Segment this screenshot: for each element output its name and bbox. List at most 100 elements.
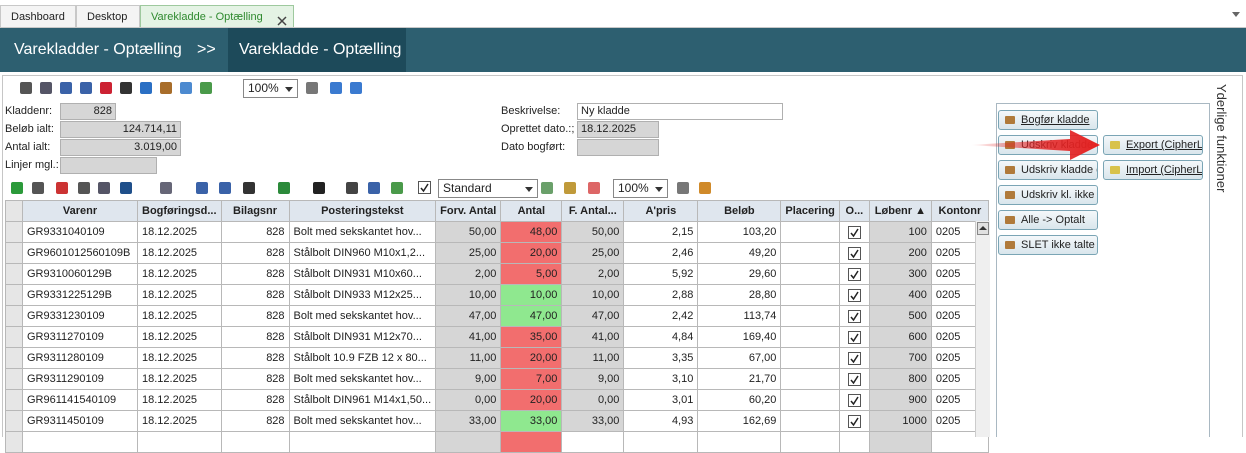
data-row[interactable]: GR9311270109 18.12.2025 828 Stålbolt DIN931…: [5, 326, 989, 348]
data-row[interactable]: GR9331040109 18.12.2025 828 Bolt med sekska…: [5, 221, 989, 243]
column-header[interactable]: Antal: [500, 200, 563, 222]
data-row[interactable]: GR9601012560109B 18.12.2025 828 Stålbolt DI…: [5, 242, 989, 264]
toolbar-icon[interactable]: [196, 182, 208, 194]
cell: [288, 431, 437, 453]
header-bar: Varekladder - Optælling >> Varekladde - …: [0, 28, 1246, 72]
tab-close[interactable]: [277, 12, 287, 26]
column-header[interactable]: A'pris: [623, 200, 699, 222]
toolbar-icon[interactable]: [80, 82, 92, 94]
side-button[interactable]: Alle -> Optalt: [998, 210, 1098, 230]
tab[interactable]: Desktop: [76, 5, 140, 27]
cell: 25,00: [435, 242, 502, 264]
column-header[interactable]: Varenr: [22, 200, 138, 222]
checkbox[interactable]: [847, 414, 861, 428]
toolbar-icon[interactable]: [219, 182, 231, 194]
checkbox[interactable]: [847, 288, 861, 302]
zoom-dropdown[interactable]: 100%: [243, 79, 298, 98]
toolbar-icon[interactable]: [120, 182, 132, 194]
toolbar-icon[interactable]: [180, 82, 192, 94]
toolbar-icon[interactable]: [200, 82, 212, 94]
column-header[interactable]: O...: [838, 200, 870, 222]
cell: [623, 431, 699, 453]
toolbar-icon[interactable]: [243, 182, 255, 194]
cell: 103,20: [697, 221, 782, 243]
toolbar-icon[interactable]: [20, 82, 32, 94]
data-row[interactable]: GR9331225129B 18.12.2025 828 Stålbolt DIN93…: [5, 284, 989, 306]
data-row[interactable]: GR9311290109 18.12.2025 828 Bolt med sekska…: [5, 368, 989, 390]
column-header[interactable]: Forv. Antal: [435, 200, 502, 222]
cell-checkbox: [838, 326, 870, 348]
cell: [838, 431, 870, 453]
toolbar-icon[interactable]: [98, 182, 110, 194]
toolbar-icon[interactable]: [40, 82, 52, 94]
toolbar-icon[interactable]: [160, 82, 172, 94]
toolbar-icon[interactable]: [588, 182, 600, 194]
checkbox[interactable]: [847, 372, 861, 386]
side-button[interactable]: SLET ikke talte li: [998, 235, 1098, 255]
checkbox[interactable]: [847, 351, 861, 365]
tab[interactable]: Dashboard: [0, 5, 76, 27]
toolbar-icon[interactable]: [278, 182, 290, 194]
checkbox[interactable]: [847, 393, 861, 407]
toolbar-icon[interactable]: [541, 182, 553, 194]
cell: 20,00: [500, 389, 563, 411]
side-button[interactable]: Udskriv kl. ikke g: [998, 185, 1098, 205]
column-header[interactable]: Placering: [780, 200, 840, 222]
toolbar-icon[interactable]: [677, 182, 689, 194]
toolbar-icon[interactable]: [306, 82, 318, 94]
tab-menu-arrow[interactable]: [1232, 12, 1240, 18]
column-header[interactable]: Bogføringsd...: [137, 200, 222, 222]
toolbar-icon[interactable]: [564, 182, 576, 194]
side-button[interactable]: Bogfør kladde: [998, 110, 1098, 130]
toolbar-icon[interactable]: [160, 182, 172, 194]
toolbar-icon[interactable]: [330, 82, 342, 94]
layout-dropdown[interactable]: Standard: [438, 179, 538, 198]
grid-zoom-dropdown[interactable]: 100%: [613, 179, 668, 198]
cell: 169,40: [697, 326, 782, 348]
checkbox[interactable]: [847, 246, 861, 260]
toolbar-icon[interactable]: [11, 182, 23, 194]
side-button[interactable]: Export (CipherLa: [1103, 135, 1203, 155]
side-button[interactable]: Udskriv kladde g: [998, 160, 1098, 180]
toolbar-checkbox[interactable]: [418, 181, 431, 194]
toolbar-icon[interactable]: [313, 182, 325, 194]
data-row[interactable]: GR9310060129B 18.12.2025 828 Stålbolt DIN93…: [5, 263, 989, 285]
column-header[interactable]: Posteringstekst: [288, 200, 437, 222]
checkbox[interactable]: [847, 267, 861, 281]
side-button[interactable]: Import (CipherLa: [1103, 160, 1203, 180]
column-header[interactable]: Kontonr: [930, 200, 989, 222]
toolbar-icon[interactable]: [120, 82, 132, 94]
toolbar-icon[interactable]: [56, 182, 68, 194]
field-value: 18.12.2025: [577, 121, 659, 138]
toolbar-icon[interactable]: [60, 82, 72, 94]
toolbar-icon[interactable]: [140, 82, 152, 94]
toolbar-icon[interactable]: [368, 182, 380, 194]
column-header[interactable]: Bilagsnr: [220, 200, 290, 222]
column-header[interactable]: Løbenr ▲: [868, 200, 932, 222]
cell: [697, 431, 782, 453]
data-row[interactable]: GR9311280109 18.12.2025 828 Stålbolt 10.9 F…: [5, 347, 989, 369]
checkbox[interactable]: [847, 225, 861, 239]
toolbar-icon[interactable]: [699, 182, 711, 194]
field-value[interactable]: Ny kladde: [577, 103, 783, 120]
scrollbar[interactable]: [975, 221, 990, 437]
breadcrumb-parent[interactable]: Varekladder - Optælling: [14, 41, 182, 58]
toolbar-icon[interactable]: [32, 182, 44, 194]
data-row[interactable]: GR9311450109 18.12.2025 828 Bolt med sekska…: [5, 410, 989, 432]
scroll-up[interactable]: [977, 222, 989, 235]
cell: [220, 431, 290, 453]
toolbar-icon[interactable]: [350, 82, 362, 94]
checkbox[interactable]: [847, 309, 861, 323]
toolbar-icon[interactable]: [391, 182, 403, 194]
toolbar-icon[interactable]: [100, 82, 112, 94]
data-row[interactable]: GR9331230109 18.12.2025 828 Bolt med sekska…: [5, 305, 989, 327]
column-header[interactable]: Beløb: [697, 200, 782, 222]
tab[interactable]: Varekladde - Optælling: [140, 5, 294, 27]
column-header[interactable]: F. Antal...: [561, 200, 625, 222]
cell: 2,00: [435, 263, 502, 285]
toolbar-icon[interactable]: [78, 182, 90, 194]
toolbar-icon[interactable]: [346, 182, 358, 194]
data-row[interactable]: GR961141540109 18.12.2025 828 Stålbolt DIN9…: [5, 389, 989, 411]
cell: 41,00: [561, 326, 625, 348]
checkbox[interactable]: [847, 330, 861, 344]
